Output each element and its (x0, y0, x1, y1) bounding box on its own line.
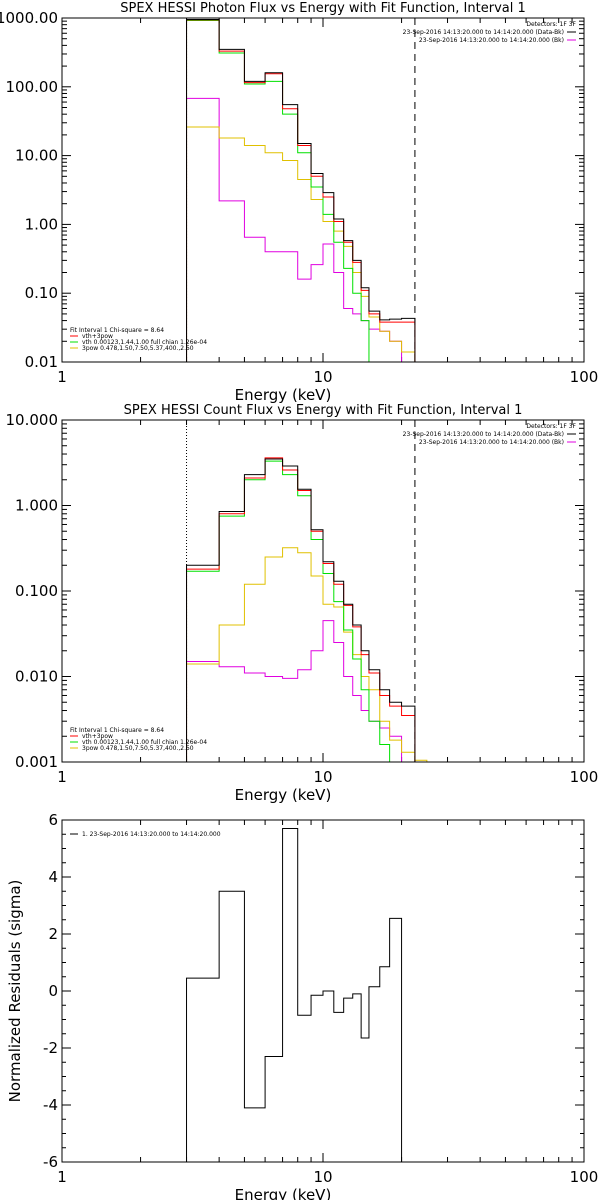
y-tick-label: 0.010 (15, 668, 58, 686)
x-axis-title: Energy (keV) (235, 786, 332, 804)
x-tick-label: 1 (57, 368, 67, 386)
chart-photon: SPEX HESSI Photon Flux vs Energy with Fi… (0, 1, 598, 404)
histogram-series (186, 19, 370, 362)
plot-frame (61, 17, 585, 363)
x-axis-title: Energy (keV) (235, 386, 332, 404)
y-tick-label: 4 (48, 868, 58, 886)
x-tick-label: 1 (57, 1168, 67, 1186)
x-tick-label: 10 (313, 368, 332, 386)
y-tick-label: 10.000 (6, 411, 59, 429)
plot-frame (61, 819, 585, 1163)
histogram-series (186, 19, 416, 362)
detectors-label: Detectors: 1F 3F (526, 423, 576, 430)
y-tick-label: -2 (43, 1039, 58, 1057)
fit-header-label: Fit Interval 1 Chi-square = 8.64 (70, 727, 164, 734)
histogram-series (186, 19, 416, 362)
x-tick-label: 1 (57, 768, 67, 786)
x-tick-label: 10 (313, 1168, 332, 1186)
y-tick-label: 2 (48, 925, 58, 943)
y-tick-label: 0.01 (25, 353, 58, 371)
y-tick-label: -6 (43, 1153, 58, 1171)
chart-resid: 1 10 100 -6 -4 -2 0 2 4 6 Energy (keV) Normalized R… (6, 811, 598, 1200)
fit-header-label: Fit Interval 1 Chi-square = 8.64 (70, 327, 164, 334)
legend-entry-label: vth+3pow (82, 733, 113, 740)
y-tick-label: 6 (48, 811, 58, 829)
data-layer (186, 18, 416, 362)
x-tick-label: 10 (313, 768, 332, 786)
legend-entry-label: 3pow 0.478,1.50,7.50,5.37,400.,2.50 (82, 345, 194, 352)
x-tick-label: 100 (570, 368, 599, 386)
y-tick-label: 10.00 (15, 147, 58, 165)
legend-entry-label: vth+3pow (82, 333, 113, 340)
histogram-series (186, 126, 416, 362)
legend-entry-label: 23-Sep-2016 14:13:20.000 to 14:14:20.000… (419, 439, 564, 446)
y-tick-label: 100.00 (6, 78, 59, 96)
legend-entry-label: vth 0.00123,1.44,1.00 full chian 1.26e-0… (82, 339, 207, 346)
y-tick-label: 1.000 (15, 497, 58, 515)
histogram-series (186, 457, 416, 762)
legend-entry-label: 23-Sep-2016 14:13:20.000 to 14:14:20.000… (419, 37, 564, 44)
histogram-series (186, 458, 416, 762)
plot-frame (61, 419, 585, 763)
y-tick-label: 1.00 (25, 215, 58, 233)
data-layer (186, 828, 403, 1162)
y-tick-label: 0 (48, 982, 58, 1000)
y-tick-label: 0.10 (25, 284, 58, 302)
legend-entry-label: 1. 23-Sep-2016 14:13:20.000 to 14:14:20.… (82, 831, 221, 838)
chart-title: SPEX HESSI Photon Flux vs Energy with Fi… (120, 1, 526, 16)
y-tick-label: 1000.00 (0, 9, 58, 27)
x-axis-title: Energy (keV) (235, 1186, 332, 1200)
x-tick-label: 100 (570, 1168, 599, 1186)
y-tick-label: -4 (43, 1096, 58, 1114)
legend-entry-label: 23-Sep-2016 14:13:20.000 to 14:14:20.000… (403, 29, 564, 36)
legend-entry-label: vth 0.00123,1.44,1.00 full chian 1.26e-0… (82, 739, 207, 746)
legend-entry-label: 23-Sep-2016 14:13:20.000 to 14:14:20.000… (403, 431, 564, 438)
y-tick-label: 0.100 (15, 582, 58, 600)
chart-title: SPEX HESSI Count Flux vs Energy with Fit… (124, 403, 523, 418)
y-axis-title: Normalized Residuals (sigma) (6, 880, 24, 1103)
histogram-series (186, 547, 428, 762)
chart-count: SPEX HESSI Count Flux vs Energy with Fit… (6, 403, 599, 804)
legend-entry-label: 3pow 0.478,1.50,7.50,5.37,400.,2.50 (82, 745, 194, 752)
histogram-series (186, 828, 403, 1162)
histogram-series (186, 460, 391, 762)
detectors-label: Detectors: 1F 3F (526, 21, 576, 28)
data-layer (186, 420, 428, 762)
x-tick-label: 100 (570, 768, 599, 786)
y-tick-label: 0.001 (15, 753, 58, 771)
